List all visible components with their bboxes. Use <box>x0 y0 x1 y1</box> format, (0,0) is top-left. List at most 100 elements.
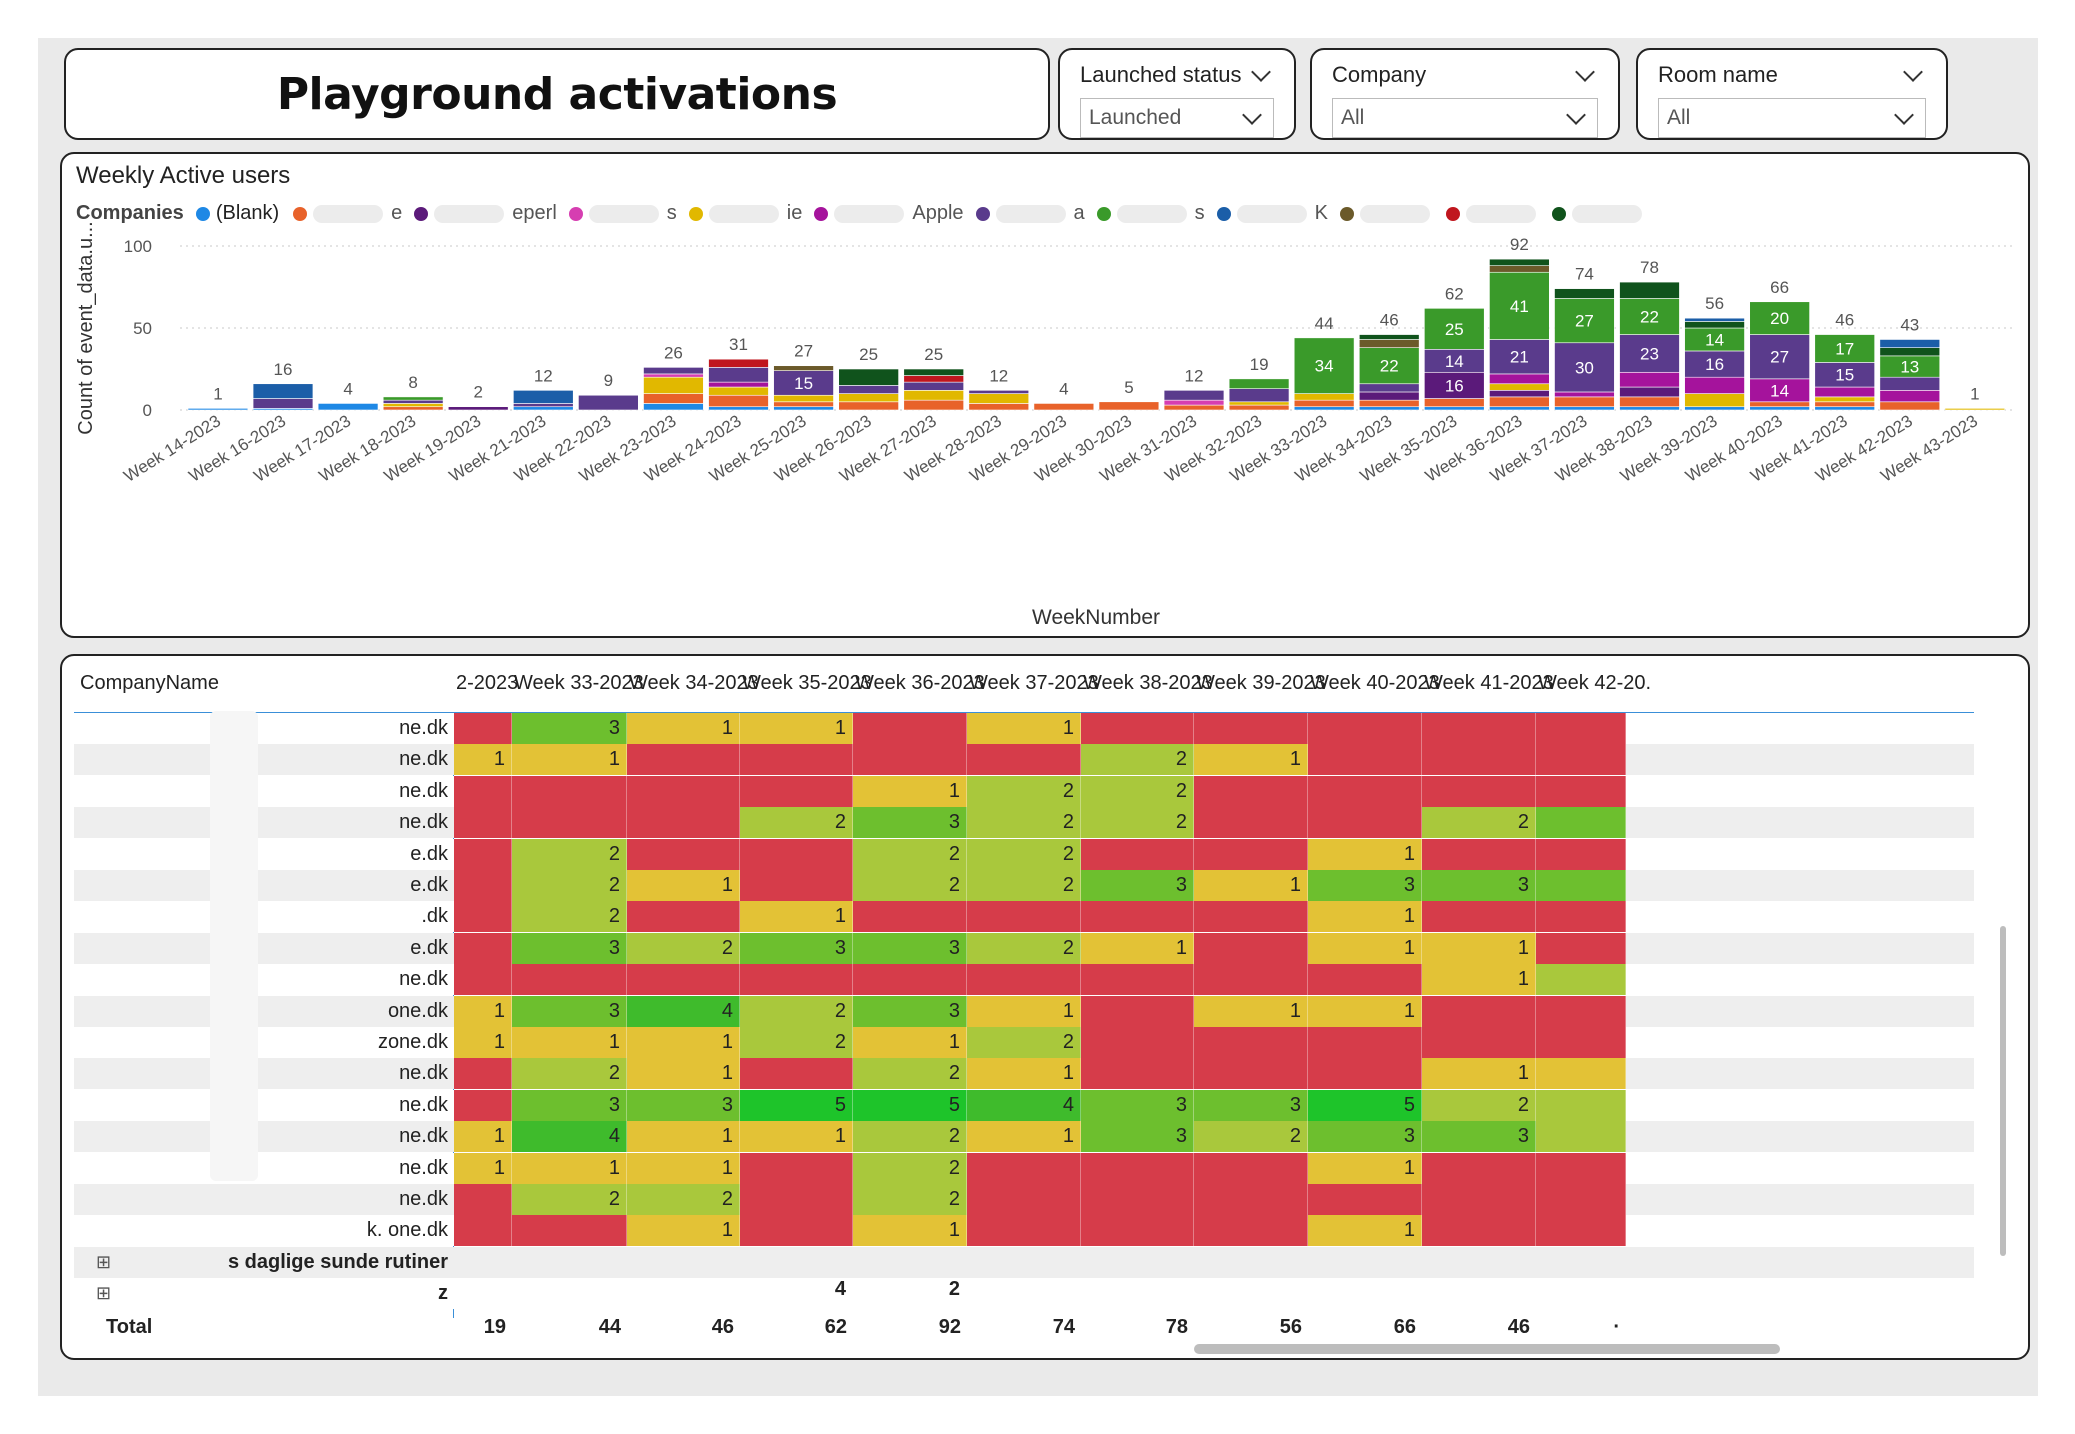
value-cell[interactable]: 2 <box>1194 1121 1308 1153</box>
value-cell[interactable] <box>740 1058 853 1090</box>
value-cell[interactable]: 2 <box>627 1184 740 1215</box>
value-cell[interactable] <box>1081 1215 1194 1247</box>
value-cell[interactable]: 2 <box>967 1027 1081 1058</box>
value-cell[interactable] <box>1194 1152 1308 1184</box>
value-cell[interactable] <box>454 1058 512 1090</box>
value-cell[interactable]: 1 <box>512 1152 627 1184</box>
value-cell[interactable]: 5 <box>1308 1089 1422 1121</box>
value-cell[interactable]: 3 <box>1194 1089 1308 1121</box>
value-cell[interactable] <box>454 713 512 744</box>
value-cell[interactable]: 2 <box>512 901 627 933</box>
value-cell[interactable]: 2 <box>512 870 627 901</box>
value-cell[interactable] <box>512 1215 627 1247</box>
column-header[interactable]: Week 33-2023 <box>514 672 644 694</box>
value-cell[interactable] <box>967 1215 1081 1247</box>
column-header[interactable]: Week 37-2023 <box>969 672 1099 694</box>
value-cell[interactable] <box>1536 838 1626 870</box>
value-cell[interactable] <box>627 838 740 870</box>
value-cell[interactable] <box>1194 901 1308 933</box>
value-cell[interactable]: 2 <box>740 995 853 1027</box>
value-cell[interactable] <box>1081 1027 1194 1058</box>
value-cell[interactable] <box>740 1184 853 1215</box>
value-cell[interactable] <box>1081 964 1194 996</box>
value-cell[interactable]: 2 <box>967 775 1081 807</box>
slicer-company[interactable]: Company All <box>1310 48 1620 140</box>
value-cell[interactable]: 1 <box>1081 932 1194 964</box>
value-cell[interactable] <box>967 901 1081 933</box>
value-cell[interactable]: 4 <box>627 995 740 1027</box>
value-cell[interactable] <box>1536 1089 1626 1121</box>
value-cell[interactable] <box>967 744 1081 776</box>
value-cell[interactable] <box>1308 1184 1422 1215</box>
table-row[interactable]: ne.dk 2 3 2 2 2 <box>74 807 1974 839</box>
value-cell[interactable] <box>740 838 853 870</box>
value-cell[interactable]: 2 <box>1422 807 1536 839</box>
table-row[interactable]: ne.dk 3 1 1 1 <box>74 713 1974 744</box>
table-row[interactable]: e.dk 3 2 3 3 2 1 1 1 <box>74 932 1974 964</box>
value-cell[interactable] <box>1194 838 1308 870</box>
value-cell[interactable] <box>1308 713 1422 744</box>
column-header-companyname[interactable]: CompanyName <box>80 672 219 694</box>
value-cell[interactable]: 1 <box>1194 870 1308 901</box>
value-cell[interactable] <box>967 1152 1081 1184</box>
table-row[interactable]: one.dk 1 3 4 2 3 1 1 1 <box>74 995 1974 1027</box>
table-row[interactable]: ne.dk 2 2 2 <box>74 1184 1974 1215</box>
value-cell[interactable] <box>1536 713 1626 744</box>
value-cell[interactable]: 3 <box>512 995 627 1027</box>
value-cell[interactable]: 2 <box>853 1058 967 1090</box>
value-cell[interactable]: 2 <box>627 932 740 964</box>
table-row[interactable]: e.dk 2 2 2 1 <box>74 838 1974 870</box>
value-cell[interactable]: 1 <box>454 744 512 776</box>
value-cell[interactable]: 2 <box>1081 807 1194 839</box>
value-cell[interactable]: 1 <box>454 1121 512 1153</box>
value-cell[interactable]: 2 <box>512 1058 627 1090</box>
value-cell[interactable] <box>740 775 853 807</box>
column-header[interactable]: 2-2023 <box>456 672 519 694</box>
value-cell[interactable] <box>740 1152 853 1184</box>
value-cell[interactable] <box>512 807 627 839</box>
value-cell[interactable] <box>1422 1027 1536 1058</box>
value-cell[interactable] <box>627 901 740 933</box>
value-cell[interactable] <box>454 964 512 996</box>
column-header[interactable]: Week 36-2023 <box>855 672 985 694</box>
value-cell[interactable]: 4 <box>967 1089 1081 1121</box>
value-cell[interactable] <box>627 744 740 776</box>
slicer-dropdown[interactable]: Launched <box>1080 98 1274 138</box>
expand-icon[interactable]: ⊞ <box>96 1251 112 1272</box>
value-cell[interactable]: 1 <box>853 775 967 807</box>
value-cell[interactable] <box>740 870 853 901</box>
value-cell[interactable]: 1 <box>627 1027 740 1058</box>
value-cell[interactable] <box>1422 713 1536 744</box>
value-cell[interactable] <box>512 964 627 996</box>
value-cell[interactable]: 3 <box>740 932 853 964</box>
value-cell[interactable] <box>1081 713 1194 744</box>
chevron-down-icon[interactable] <box>1575 62 1595 82</box>
value-cell[interactable]: 1 <box>967 713 1081 744</box>
value-cell[interactable]: 3 <box>853 932 967 964</box>
value-cell[interactable]: 2 <box>740 807 853 839</box>
table-row[interactable]: ne.dk 1 1 2 1 <box>74 744 1974 776</box>
value-cell[interactable] <box>1536 807 1626 839</box>
value-cell[interactable]: 3 <box>1081 1121 1194 1153</box>
value-cell[interactable] <box>512 775 627 807</box>
value-cell[interactable]: 1 <box>1422 932 1536 964</box>
chevron-down-icon[interactable] <box>1566 105 1586 125</box>
slicer-dropdown[interactable]: All <box>1658 98 1926 138</box>
value-cell[interactable]: 1 <box>740 1121 853 1153</box>
value-cell[interactable] <box>1422 1215 1536 1247</box>
table-row[interactable]: k. one.dk 1 1 1 <box>74 1215 1974 1247</box>
value-cell[interactable] <box>1422 744 1536 776</box>
value-cell[interactable]: 5 <box>740 1089 853 1121</box>
value-cell[interactable] <box>1081 1058 1194 1090</box>
value-cell[interactable] <box>1194 1027 1308 1058</box>
value-cell[interactable]: 1 <box>1308 838 1422 870</box>
value-cell[interactable] <box>1536 1152 1626 1184</box>
value-cell[interactable] <box>1536 744 1626 776</box>
value-cell[interactable]: 2 <box>853 1184 967 1215</box>
value-cell[interactable]: 1 <box>627 1121 740 1153</box>
value-cell[interactable] <box>627 807 740 839</box>
chevron-down-icon[interactable] <box>1242 105 1262 125</box>
value-cell[interactable]: 5 <box>853 1089 967 1121</box>
value-cell[interactable]: 2 <box>967 838 1081 870</box>
value-cell[interactable] <box>1194 1058 1308 1090</box>
